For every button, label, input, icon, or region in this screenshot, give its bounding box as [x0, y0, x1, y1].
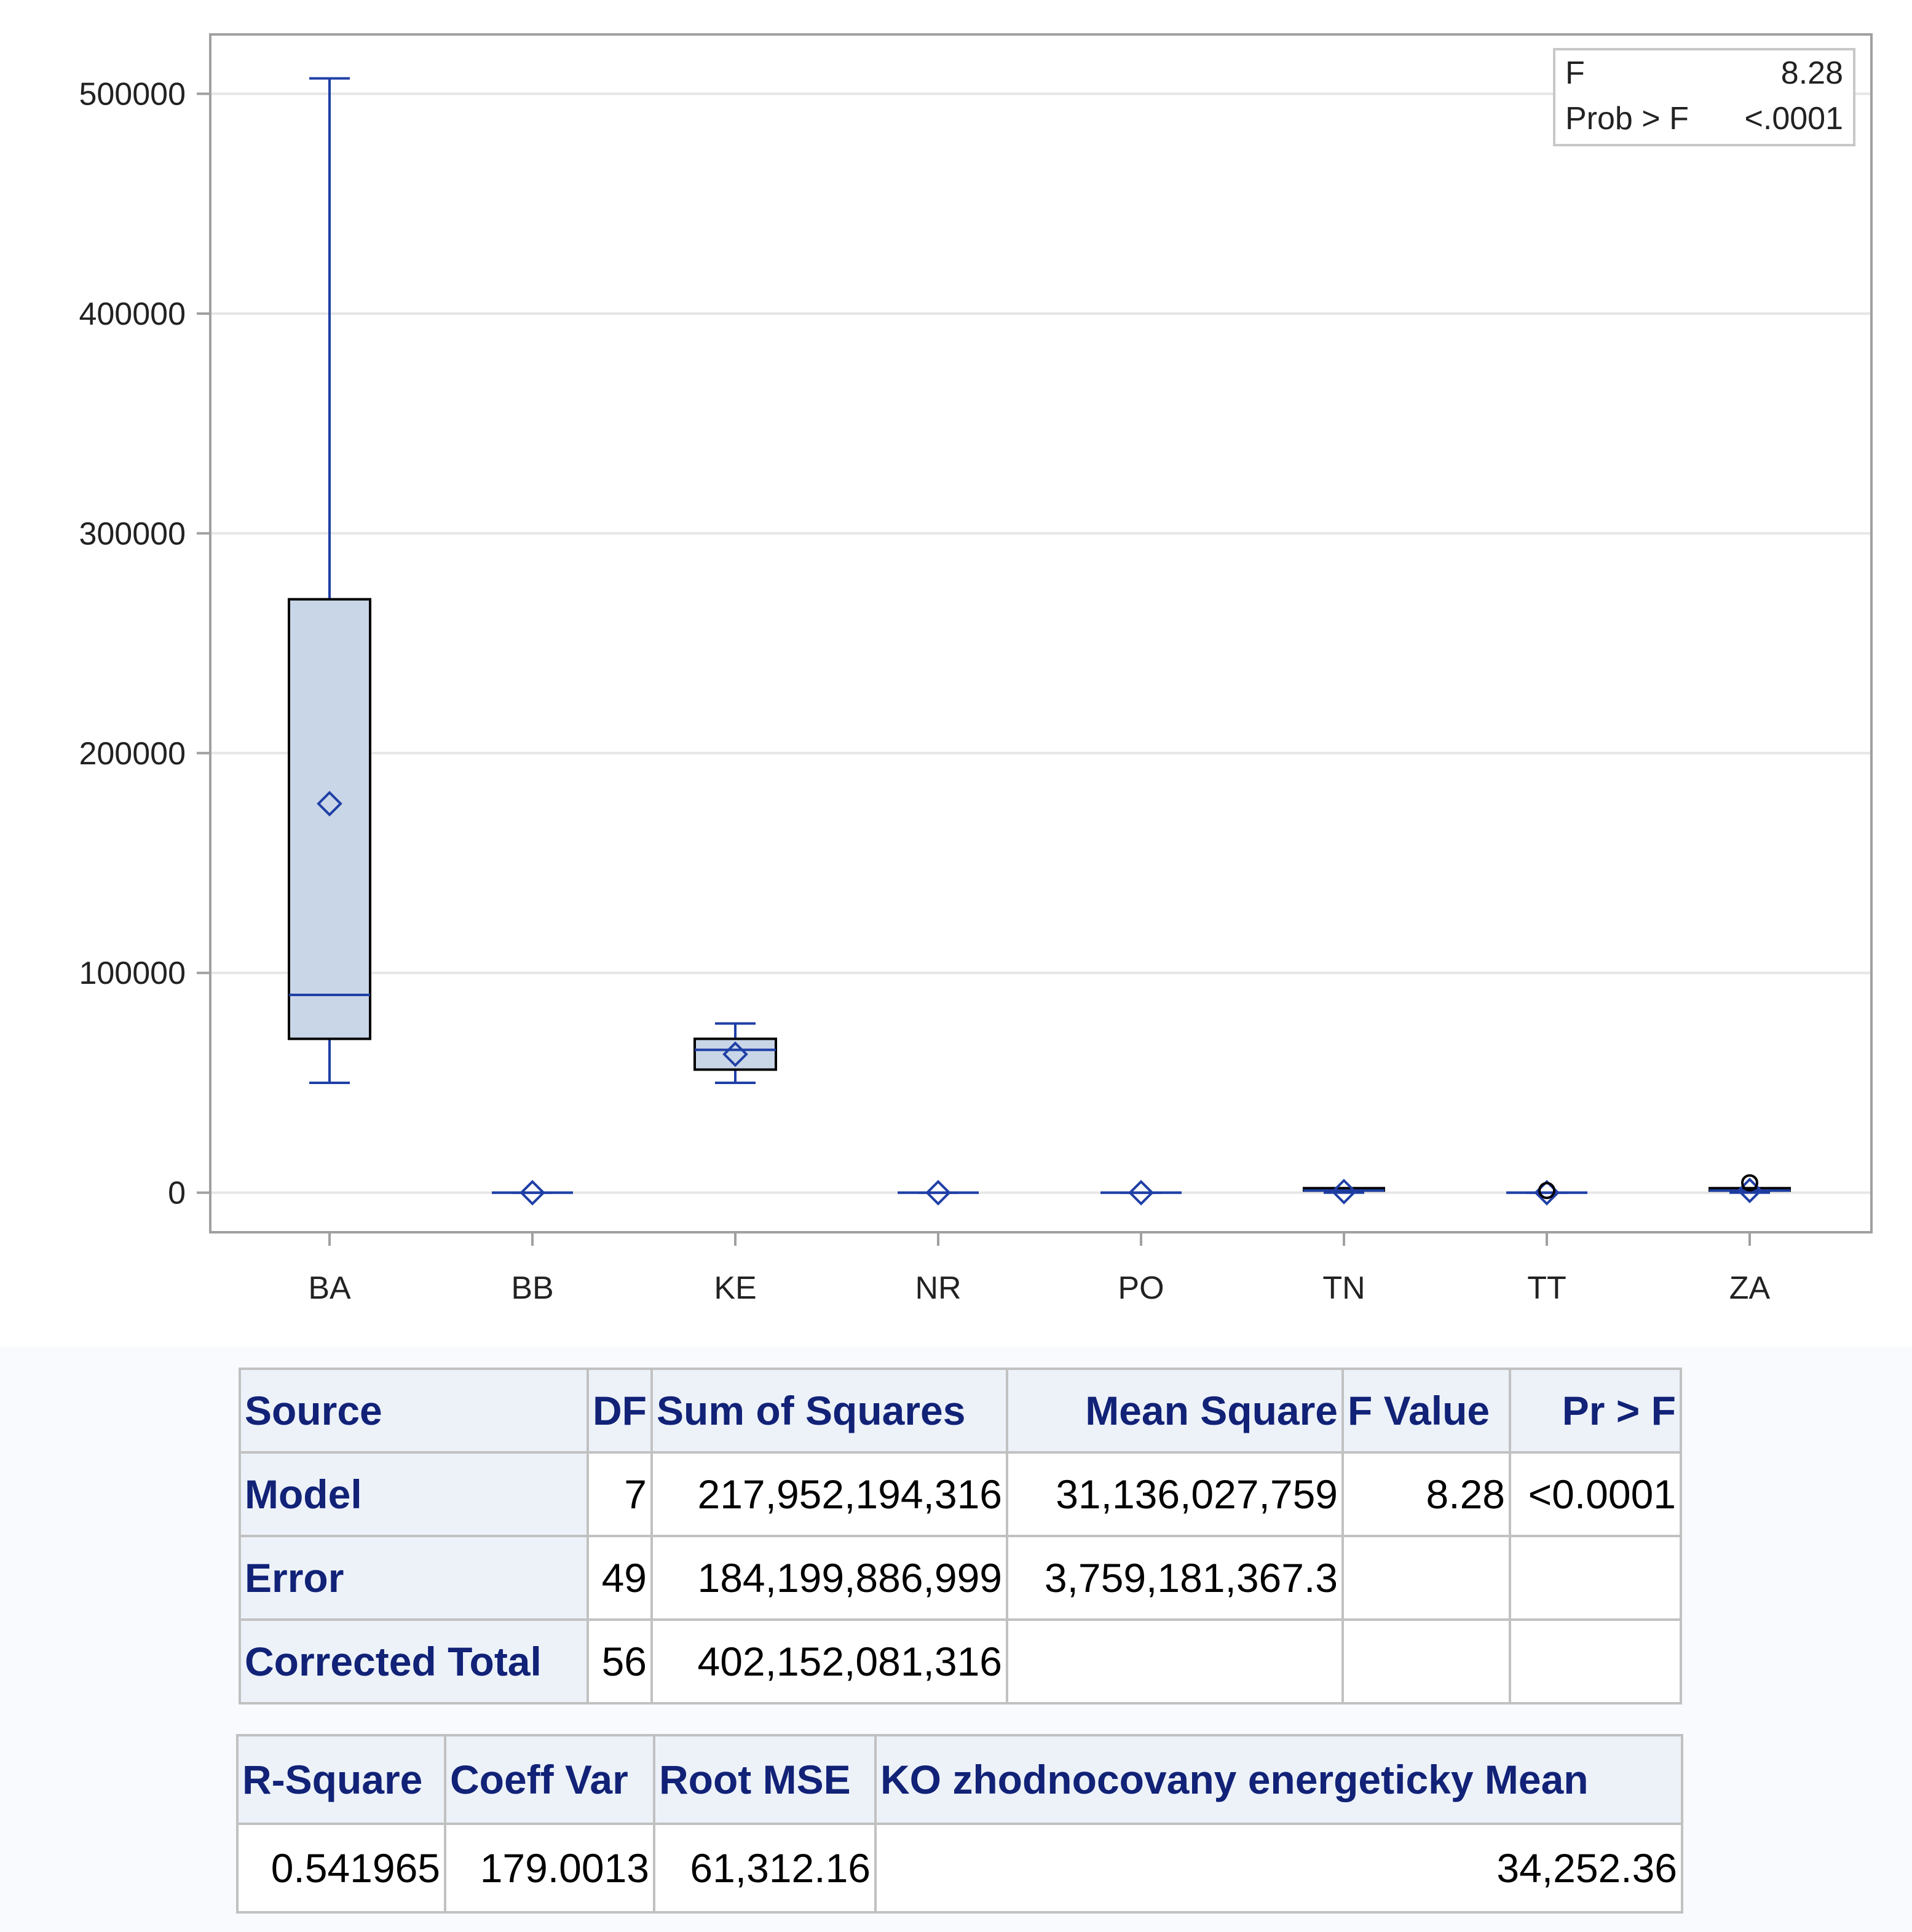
anova-row-label: Error	[239, 1535, 589, 1621]
x-tick-label-tn: TN	[1322, 1270, 1365, 1306]
inset-label-prob-f: Prob > F	[1565, 101, 1689, 137]
plot-frame	[209, 33, 1873, 1233]
anova-header-f-value: F Value	[1341, 1368, 1511, 1454]
mean-marker-po	[1128, 1179, 1154, 1206]
anova-header-row: Source DF Sum of Squares Mean Square F V…	[239, 1368, 1682, 1454]
y-tick-label: 500000	[79, 77, 186, 113]
anova-cell	[1509, 1535, 1682, 1621]
anova-header-pr-f: Pr > F	[1509, 1368, 1682, 1454]
mean-marker-bb	[519, 1179, 545, 1206]
fit-header-root-mse: Root MSE	[653, 1734, 877, 1825]
anova-header-df: DF	[587, 1368, 653, 1454]
fit-cell: 61,312.16	[653, 1823, 877, 1914]
fit-row: 0.541965 179.0013 61,312.16 34,252.36	[236, 1823, 1683, 1914]
fit-statistics-table: R-Square Coeff Var Root MSE KO zhodnocov…	[236, 1734, 1683, 1914]
x-tick-label-bb: BB	[511, 1270, 553, 1306]
anova-row-error: Error 49 184,199,886,999 3,759,181,367.3	[239, 1535, 1682, 1621]
anova-cell: 8.28	[1341, 1451, 1511, 1537]
fit-header-r-square: R-Square	[236, 1734, 446, 1825]
anova-row-label: Model	[239, 1451, 589, 1537]
fit-cell: 0.541965	[236, 1823, 446, 1914]
anova-cell	[1341, 1618, 1511, 1704]
anova-header-source: Source	[239, 1368, 589, 1454]
y-tick-label: 0	[168, 1176, 186, 1211]
anova-row-label: Corrected Total	[239, 1618, 589, 1704]
y-tick-label: 400000	[79, 296, 186, 332]
anova-cell: 49	[587, 1535, 653, 1621]
outlier-tt	[1538, 1182, 1555, 1200]
inset-label-f: F	[1565, 55, 1585, 91]
anova-header-sum-of-squares: Sum of Squares	[650, 1368, 1008, 1454]
mean-marker-ke	[722, 1041, 748, 1067]
anova-cell: 31,136,027,759	[1006, 1451, 1344, 1537]
anova-cell: 56	[587, 1618, 653, 1704]
mean-marker-nr	[925, 1179, 951, 1206]
anova-cell: 402,152,081,316	[650, 1618, 1008, 1704]
fit-header-row: R-Square Coeff Var Root MSE KO zhodnocov…	[236, 1734, 1683, 1825]
anova-cell: <0.0001	[1509, 1451, 1682, 1537]
anova-table: Source DF Sum of Squares Mean Square F V…	[239, 1368, 1682, 1704]
y-tick-label: 300000	[79, 516, 186, 552]
anova-row-model: Model 7 217,952,194,316 31,136,027,759 8…	[239, 1451, 1682, 1537]
mean-marker-ba	[317, 791, 342, 817]
anova-cell: 184,199,886,999	[650, 1535, 1008, 1621]
inset-box	[1553, 48, 1855, 146]
outlier-za	[1741, 1174, 1758, 1192]
anova-cell: 7	[587, 1451, 653, 1537]
anova-header-mean-square: Mean Square	[1006, 1368, 1344, 1454]
anova-cell: 3,759,181,367.3	[1006, 1535, 1344, 1621]
fit-cell: 179.0013	[444, 1823, 655, 1914]
mean-marker-tn	[1331, 1179, 1357, 1205]
x-tick-label-tt: TT	[1527, 1270, 1566, 1306]
tables-panel: Source DF Sum of Squares Mean Square F V…	[0, 1347, 1912, 1932]
inset-value-f: 8.28	[1781, 55, 1843, 91]
x-tick-label-nr: NR	[915, 1270, 961, 1306]
fit-header-coeff-var: Coeff Var	[444, 1734, 655, 1825]
anova-cell: 217,952,194,316	[650, 1451, 1008, 1537]
x-tick-label-po: PO	[1118, 1270, 1164, 1306]
y-tick-label: 200000	[79, 736, 186, 772]
fit-header-mean: KO zhodnocovany energeticky Mean	[874, 1734, 1683, 1825]
anova-cell	[1509, 1618, 1682, 1704]
box-ba	[288, 598, 371, 1040]
x-tick-label-za: ZA	[1729, 1270, 1771, 1306]
box-plot-svg: 0 100000 200000 300000 400000 500000 BA BB KE NR P…	[79, 33, 1873, 1306]
box-plot-chart: 0 100000 200000 300000 400000 500000 BA BB KE NR P…	[79, 33, 1873, 1306]
anova-cell	[1341, 1535, 1511, 1621]
x-tick-label-ba: BA	[308, 1270, 351, 1306]
anova-cell	[1006, 1618, 1344, 1704]
y-tick-label: 100000	[79, 956, 186, 991]
fit-cell: 34,252.36	[874, 1823, 1683, 1914]
inset-value-prob-f: <.0001	[1745, 101, 1844, 137]
anova-row-corrected-total: Corrected Total 56 402,152,081,316	[239, 1618, 1682, 1704]
x-tick-label-ke: KE	[714, 1270, 756, 1306]
